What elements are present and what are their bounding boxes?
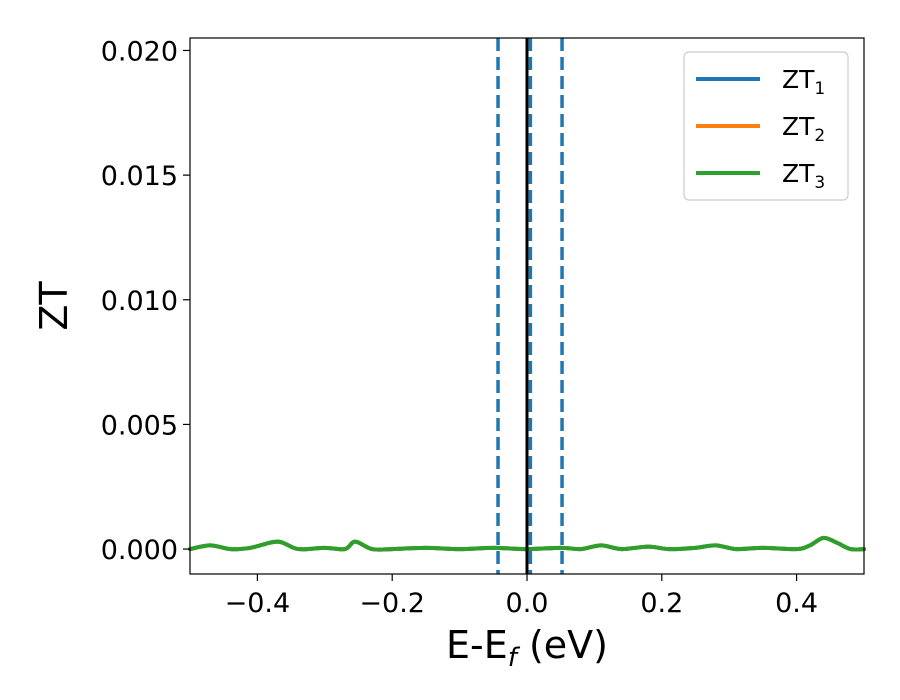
legend-label-text: ZT (782, 159, 815, 188)
y-tick-label: 0.015 (101, 161, 178, 192)
y-tick-label: 0.020 (101, 36, 178, 67)
x-axis-title-unit: (eV) (517, 623, 608, 667)
y-axis-ticks: 0.000 0.005 0.010 0.015 0.020 (101, 36, 190, 566)
x-axis-title-main: E-E (446, 623, 508, 667)
series-layer (188, 535, 866, 552)
legend-label-subscript: 3 (814, 173, 825, 193)
vertical-lines-layer (496, 38, 564, 574)
legend-label-text: ZT (782, 65, 815, 94)
y-tick-label: 0.000 (101, 535, 178, 566)
series-line-3 (188, 535, 866, 552)
legend-label-subscript: 1 (814, 79, 825, 99)
x-axis-title: E-Ef (eV) (446, 623, 608, 673)
x-tick-label: 0.2 (640, 588, 683, 619)
y-tick-label: 0.005 (101, 410, 178, 441)
legend-label-text: ZT (782, 112, 815, 141)
legend-box (683, 51, 849, 201)
legend-label-1: ZT1 (782, 65, 825, 99)
x-tick-label: −0.2 (359, 588, 425, 619)
y-axis-title: ZT (32, 281, 76, 331)
y-tick-label: 0.010 (101, 286, 178, 317)
legend-label-2: ZT2 (782, 112, 825, 146)
legend-label-subscript: 2 (814, 126, 825, 146)
legend-label-3: ZT3 (782, 159, 825, 193)
x-tick-label: 0.0 (506, 588, 549, 619)
x-tick-label: −0.4 (225, 588, 291, 619)
x-axis-ticks: −0.4 −0.2 0.0 0.2 0.4 (225, 574, 818, 619)
x-tick-label: 0.4 (775, 588, 818, 619)
